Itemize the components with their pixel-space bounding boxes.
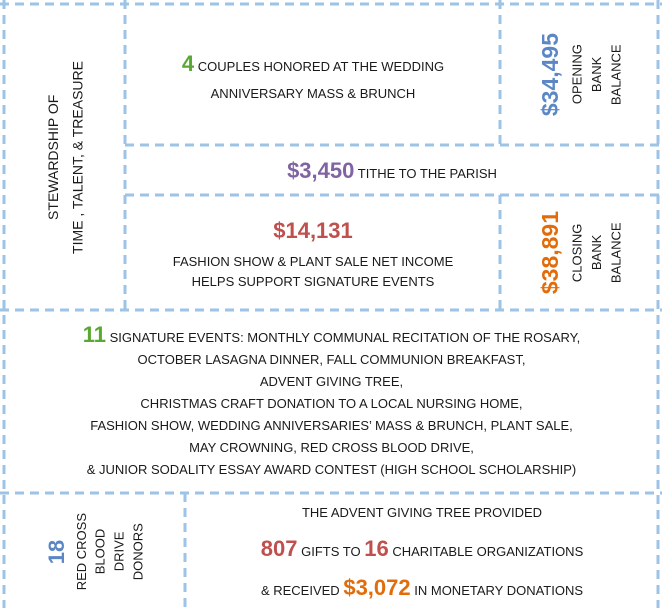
events-number: 11	[82, 321, 106, 347]
events-text: & JUNIOR SODALITY ESSAY AWARD CONTEST (H…	[86, 461, 577, 477]
events-text: OCTOBER LASAGNA DINNER, FALL COMMUNION B…	[137, 351, 526, 367]
stewardship-cell: STEWARDSHIP OF TIME , TALENT, & TREASURE	[6, 6, 124, 309]
donors-cell: 18 RED CROSS BLOOD DRIVE DONORS	[6, 495, 184, 608]
advent-donations: $3,072	[343, 574, 411, 600]
closing-text: BALANCE	[608, 222, 624, 284]
tithe-text: TITHE TO THE PARISH	[357, 165, 497, 181]
advent-text: GIFTS TO	[301, 543, 361, 559]
advent-text: THE ADVENT GIVING TREE PROVIDED	[301, 504, 543, 520]
opening-cell: $34,495 OPENING BANK BALANCE	[502, 6, 657, 144]
events-cell: 11 SIGNATURE EVENTS: MONTHLY COMMUNAL RE…	[6, 312, 657, 492]
closing-number: $38,891	[537, 211, 563, 295]
events-text: CHRISTMAS CRAFT DONATION TO A LOCAL NURS…	[140, 395, 523, 411]
fashion-cell: $14,131 FASHION SHOW & PLANT SALE NET IN…	[127, 197, 499, 309]
opening-text: OPENING	[569, 45, 585, 105]
closing-cell: $38,891 CLOSING BANK BALANCE	[502, 197, 657, 309]
advent-cell: THE ADVENT GIVING TREE PROVIDED 807 GIFT…	[187, 495, 657, 608]
couples-text: COUPLES HONORED AT THE WEDDING	[197, 59, 445, 75]
couples-number: 4	[181, 51, 195, 77]
events-text: MAY CROWNING, RED CROSS BLOOD DRIVE,	[189, 439, 474, 455]
stewardship-line: STEWARDSHIP OF	[44, 94, 61, 221]
tithe-cell: $3,450 TITHE TO THE PARISH	[127, 147, 657, 194]
fashion-text: FASHION SHOW & PLANT SALE NET INCOME	[172, 253, 454, 269]
opening-text: BANK	[589, 57, 604, 93]
events-text: ADVENT GIVING TREE,	[259, 373, 404, 389]
donors-text: BLOOD	[93, 528, 109, 575]
couples-cell: 4 COUPLES HONORED AT THE WEDDING ANNIVER…	[127, 6, 499, 144]
couples-text: ANNIVERSARY MASS & BRUNCH	[210, 85, 416, 101]
tithe-number: $3,450	[287, 157, 355, 183]
opening-number: $34,495	[537, 33, 563, 117]
events-text: SIGNATURE EVENTS: MONTHLY COMMUNAL RECIT…	[109, 329, 581, 345]
closing-text: CLOSING	[569, 223, 585, 283]
donors-text: RED CROSS	[74, 512, 90, 591]
opening-text: BALANCE	[608, 44, 624, 106]
closing-text: BANK	[589, 235, 604, 271]
advent-text: IN MONETARY DONATIONS	[414, 582, 584, 598]
stewardship-line: TIME , TALENT, & TREASURE	[69, 61, 85, 254]
donors-number: 18	[44, 539, 70, 564]
fashion-number: $14,131	[273, 217, 353, 243]
donors-text: DRIVE	[111, 531, 127, 572]
events-text: FASHION SHOW, WEDDING ANNIVERSARIES’ MAS…	[90, 417, 573, 433]
donors-text: DONORS	[130, 522, 146, 581]
advent-gifts: 807	[260, 535, 298, 561]
advent-text: & RECEIVED	[260, 582, 340, 598]
advent-text: CHARITABLE ORGANIZATIONS	[392, 543, 584, 559]
fashion-text: HELPS SUPPORT SIGNATURE EVENTS	[191, 274, 435, 290]
advent-orgs: 16	[364, 535, 389, 561]
